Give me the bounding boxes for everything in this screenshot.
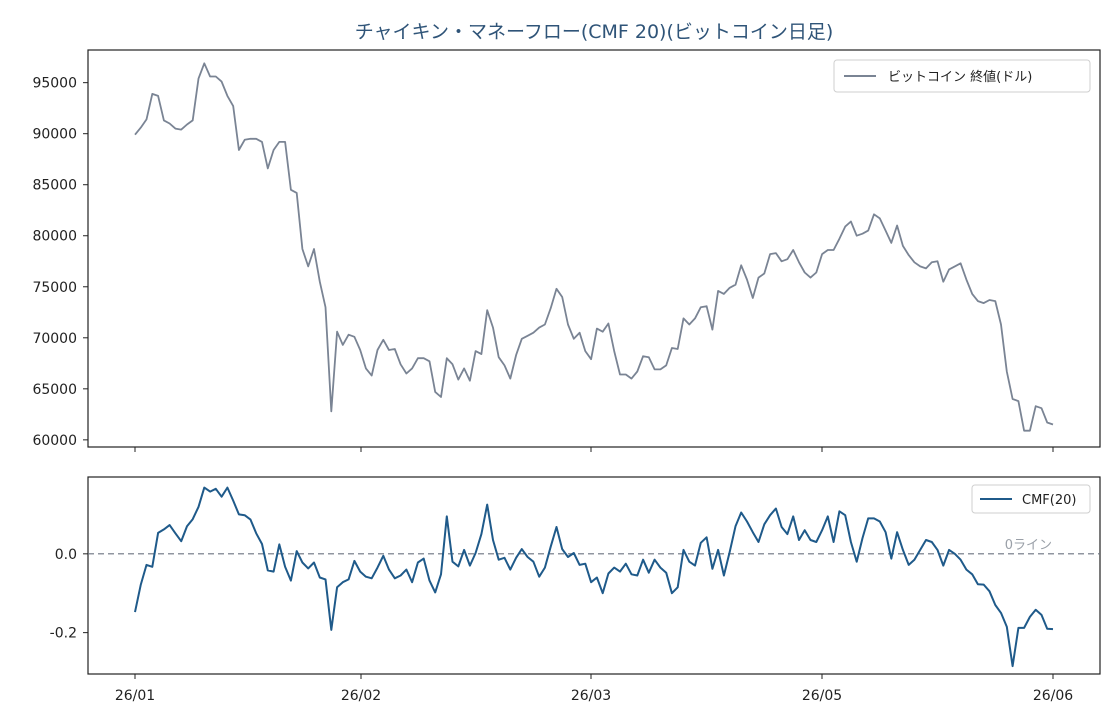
price-panel: 60000 65000 70000 75000 80000 85000 90000 95000… bbox=[32, 49, 1101, 452]
cmf-panel: 0.0 -0.2 26/01 26/02 26/03 26/05 26/06 0ライン C… bbox=[50, 476, 1101, 704]
chart-title: チャイキン・マネーフロー(CMF 20)(ビットコイン日足) bbox=[355, 21, 834, 43]
cmf-x-tick-label: 26/01 bbox=[115, 688, 155, 704]
cmf-y-axis: 0.0 -0.2 bbox=[50, 547, 88, 642]
price-y-tick-label: 75000 bbox=[32, 280, 77, 296]
price-y-tick-label: 80000 bbox=[32, 229, 77, 245]
cmf-y-tick-label: 0.0 bbox=[55, 547, 77, 563]
cmf-series-line bbox=[134, 486, 1054, 668]
cmf-y-tick-label: -0.2 bbox=[50, 626, 77, 642]
price-y-tick-label: 90000 bbox=[32, 127, 77, 143]
price-legend-box bbox=[833, 59, 1091, 93]
cmf-x-tick-label: 26/06 bbox=[1033, 688, 1073, 704]
price-y-tick-label: 60000 bbox=[32, 433, 77, 449]
cmf-legend-label: CMF(20) bbox=[1022, 493, 1076, 508]
price-x-ticks bbox=[134, 447, 1054, 452]
cmf-x-axis: 26/01 26/02 26/03 26/05 26/06 bbox=[115, 674, 1073, 704]
price-legend-label: ビットコイン 終値(ドル) bbox=[888, 69, 1032, 85]
price-y-tick-label: 85000 bbox=[32, 178, 77, 194]
price-series-line bbox=[134, 62, 1054, 432]
cmf-x-tick-label: 26/03 bbox=[571, 688, 611, 704]
cmf-legend: CMF(20) bbox=[971, 484, 1091, 514]
cmf-x-tick-label: 26/05 bbox=[802, 688, 842, 704]
price-y-tick-label: 70000 bbox=[32, 331, 77, 347]
cmf-x-tick-label: 26/02 bbox=[341, 688, 381, 704]
price-y-tick-label: 95000 bbox=[32, 76, 77, 92]
price-y-axis: 60000 65000 70000 75000 80000 85000 90000 95000 bbox=[32, 76, 88, 449]
zero-line-label: 0ライン bbox=[1005, 538, 1052, 553]
cmf-panel-frame bbox=[87, 476, 1101, 675]
price-y-tick-label: 65000 bbox=[32, 382, 77, 398]
cmf-legend-box bbox=[971, 484, 1091, 514]
price-legend: ビットコイン 終値(ドル) bbox=[833, 59, 1091, 93]
price-panel-frame bbox=[87, 49, 1101, 448]
